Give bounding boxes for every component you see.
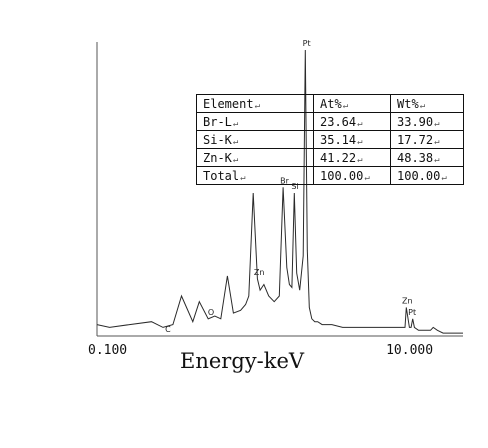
x-tick-label: 10.000 bbox=[386, 343, 433, 358]
table-cell: 35.14↵ bbox=[313, 130, 391, 149]
cell-text: Si-K bbox=[203, 132, 232, 147]
cell-text: Wt% bbox=[397, 96, 419, 111]
cell-text: 35.14 bbox=[320, 132, 357, 147]
cell-text: 48.38 bbox=[397, 150, 434, 165]
table-cell: 48.38↵ bbox=[390, 148, 464, 167]
table-cell: Zn-K↵ bbox=[196, 148, 314, 167]
cell-text: 100.00 bbox=[397, 168, 441, 183]
spectrum-line bbox=[96, 49, 463, 334]
table-row: Si-K↵ 35.14↵ 17.72↵ bbox=[196, 130, 464, 149]
table-cell: At%↵ bbox=[313, 94, 391, 113]
cell-text: At% bbox=[320, 96, 342, 111]
return-mark-icon: ↵ bbox=[434, 154, 440, 165]
return-mark-icon: ↵ bbox=[364, 172, 370, 183]
return-mark-icon: ↵ bbox=[232, 154, 239, 165]
peak-label: Zn bbox=[254, 268, 265, 277]
return-mark-icon: ↵ bbox=[441, 172, 447, 183]
cell-text: Br-L bbox=[203, 114, 232, 129]
table-cell: Br-L↵ bbox=[196, 112, 314, 131]
x-tick-label: 0.100 bbox=[88, 343, 127, 358]
table-cell: Element↵ bbox=[196, 94, 314, 113]
table-cell: Wt%↵ bbox=[390, 94, 464, 113]
peak-label: Pt bbox=[408, 308, 416, 317]
table-row: Br-L↵ 23.64↵ 33.90↵ bbox=[196, 112, 464, 131]
table-row: Zn-K↵ 41.22↵ 48.38↵ bbox=[196, 148, 464, 167]
table-cell: 41.22↵ bbox=[313, 148, 391, 167]
peak-label: O bbox=[208, 308, 214, 317]
return-mark-icon: ↵ bbox=[357, 118, 363, 129]
plot-axes bbox=[96, 42, 463, 337]
table-cell: 23.64↵ bbox=[313, 112, 391, 131]
table-cell: Total↵ bbox=[196, 166, 314, 185]
peak-label: Pt bbox=[303, 39, 311, 48]
table-cell: 17.72↵ bbox=[390, 130, 464, 149]
cell-text: 41.22 bbox=[320, 150, 357, 165]
return-mark-icon: ↵ bbox=[357, 136, 363, 147]
table-cell: 100.00↵ bbox=[390, 166, 464, 185]
table-row: Total↵ 100.00↵ 100.00↵ bbox=[196, 166, 464, 185]
cell-text: 100.00 bbox=[320, 168, 364, 183]
cell-text: 23.64 bbox=[320, 114, 357, 129]
return-mark-icon: ↵ bbox=[434, 118, 440, 129]
return-mark-icon: ↵ bbox=[240, 172, 246, 183]
table-cell: 100.00↵ bbox=[313, 166, 391, 185]
return-mark-icon: ↵ bbox=[232, 118, 239, 129]
cell-text: 33.90 bbox=[397, 114, 434, 129]
cell-text: Total bbox=[203, 168, 240, 183]
peak-label: Si bbox=[291, 182, 298, 191]
peak-label: C bbox=[165, 325, 171, 334]
composition-table: Element↵ At%↵ Wt%↵ Br-L↵ 23.64↵ 33.90↵ Si-K↵ 35… bbox=[196, 94, 464, 185]
return-mark-icon: ↵ bbox=[232, 136, 239, 147]
return-mark-icon: ↵ bbox=[254, 100, 260, 111]
return-mark-icon: ↵ bbox=[357, 154, 363, 165]
cell-text: Element bbox=[203, 96, 254, 111]
table-cell: 33.90↵ bbox=[390, 112, 464, 131]
x-axis-title: Energy-keV bbox=[180, 349, 305, 373]
peak-label: Zn bbox=[402, 296, 413, 305]
cell-text: Zn-K bbox=[203, 150, 232, 165]
cell-text: 17.72 bbox=[397, 132, 434, 147]
x-tick-labels: 0.100 10.000 bbox=[88, 343, 433, 358]
return-mark-icon: ↵ bbox=[342, 100, 349, 111]
return-mark-icon: ↵ bbox=[434, 136, 440, 147]
table-header-row: Element↵ At%↵ Wt%↵ bbox=[196, 94, 464, 113]
return-mark-icon: ↵ bbox=[419, 100, 426, 111]
table-cell: Si-K↵ bbox=[196, 130, 314, 149]
